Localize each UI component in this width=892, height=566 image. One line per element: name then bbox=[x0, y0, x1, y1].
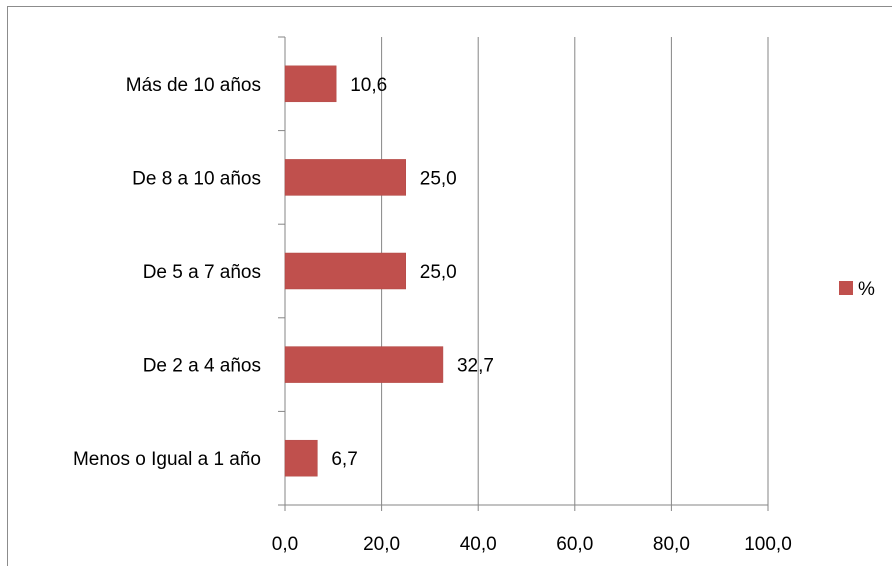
x-tick-label: 100,0 bbox=[744, 534, 792, 555]
category-label: Menos o Igual a 1 año bbox=[73, 449, 261, 470]
x-tick-label: 60,0 bbox=[556, 534, 593, 555]
x-tick-label: 80,0 bbox=[653, 534, 690, 555]
bar bbox=[284, 159, 406, 196]
legend-label: % bbox=[858, 279, 875, 300]
data-label: 25,0 bbox=[420, 262, 457, 283]
data-label: 32,7 bbox=[457, 356, 494, 377]
bars bbox=[284, 65, 444, 477]
category-label: De 8 a 10 años bbox=[132, 168, 261, 189]
x-tick-label: 20,0 bbox=[363, 534, 400, 555]
data-label: 10,6 bbox=[350, 75, 387, 96]
chart-area-border bbox=[7, 6, 892, 566]
bar bbox=[284, 65, 337, 103]
bar bbox=[284, 346, 444, 383]
category-label: De 2 a 4 años bbox=[143, 356, 261, 377]
bar bbox=[284, 252, 406, 290]
legend: % bbox=[839, 279, 875, 300]
labels: 0,0 20,0 40,0 60,0 80,0 100,0 Más de 10 años 10… bbox=[73, 75, 792, 555]
legend-swatch bbox=[839, 281, 853, 295]
data-label: 6,7 bbox=[331, 449, 357, 470]
data-label: 25,0 bbox=[420, 168, 457, 189]
bar bbox=[284, 439, 318, 477]
x-tick-label: 40,0 bbox=[460, 534, 497, 555]
category-label: De 5 a 7 años bbox=[143, 262, 261, 283]
x-tick-label: 0,0 bbox=[272, 534, 298, 555]
category-label: Más de 10 años bbox=[126, 75, 261, 96]
